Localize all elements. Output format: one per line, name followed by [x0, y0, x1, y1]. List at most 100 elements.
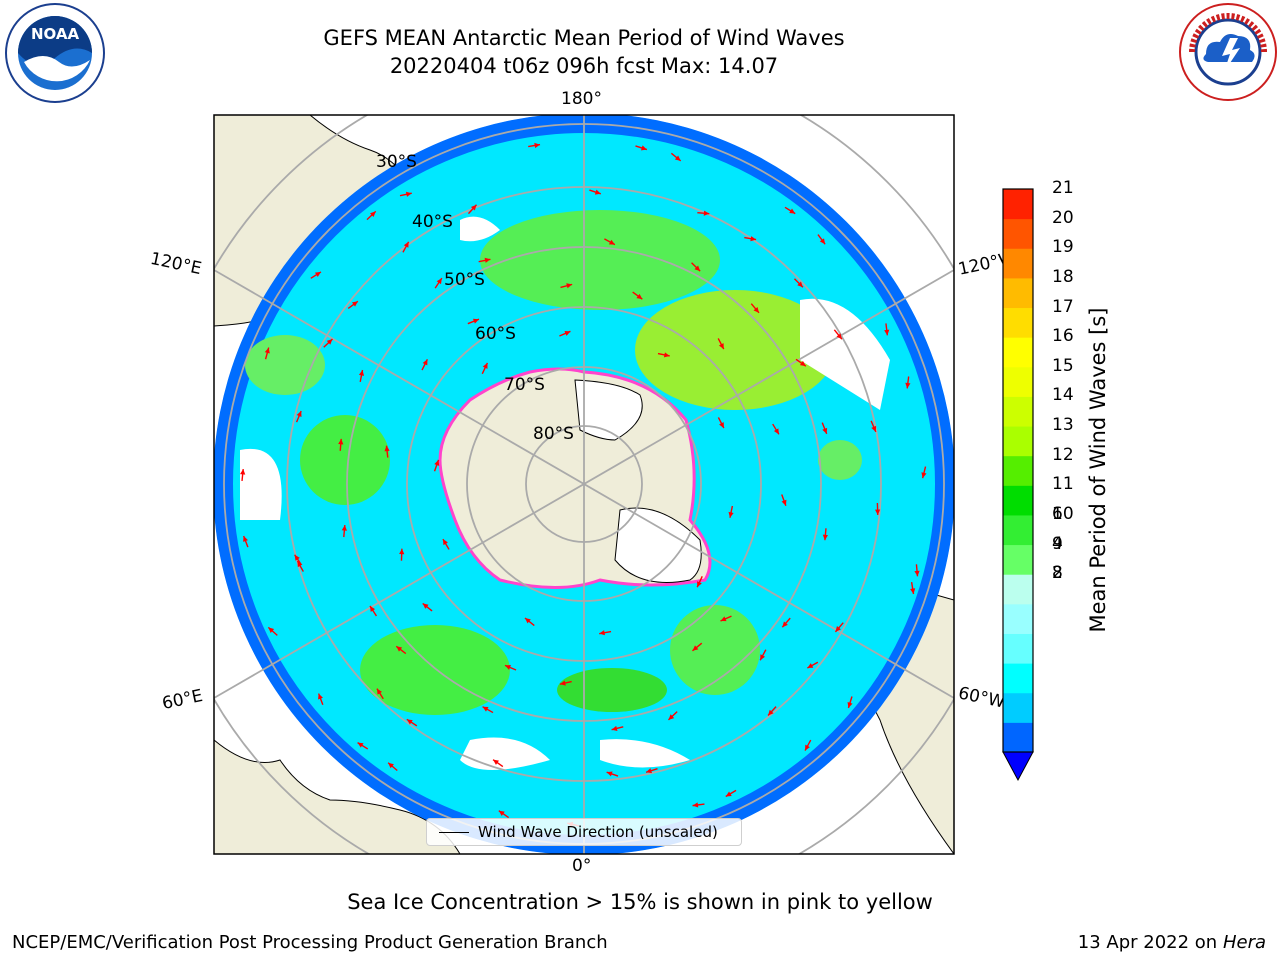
colorbar-bin [1003, 189, 1033, 220]
wave-arrow-head [836, 333, 842, 340]
lat-label-80s: 80°S [533, 424, 574, 444]
wave-arrow-head [318, 693, 323, 700]
wave-arrow-head [663, 352, 670, 358]
colorbar-tick-label: 14 [1052, 385, 1074, 406]
wave-arrow-head [406, 719, 413, 725]
wave-arrow-head [884, 329, 890, 336]
wave-arrow-head [384, 445, 390, 452]
footer-host: Hera [1222, 932, 1266, 953]
wave-arrow-head [725, 791, 732, 797]
legend-line [439, 832, 469, 833]
colorbar-tick-label: 10 [1052, 503, 1074, 524]
colorbar-bin [1003, 722, 1033, 753]
colorbar-bin [1003, 692, 1033, 723]
lat-label-40s: 40°S [412, 212, 453, 232]
colorbar-bin [1003, 455, 1033, 486]
wave-arrow-head [566, 283, 573, 289]
colorbar-tick-label: 4 [1052, 533, 1063, 554]
colorbar-tick-label: 17 [1052, 296, 1074, 317]
colorbar-bin [1003, 603, 1033, 634]
wave-arrow-head [470, 204, 477, 211]
wind-wave-arrows [240, 142, 927, 828]
wave-arrow-head [608, 239, 615, 245]
colorbar-tick-label: 8 [1052, 563, 1063, 584]
wave-arrow-head [782, 621, 788, 628]
map-title: GEFS MEAN Antarctic Mean Period of Wind … [323, 26, 845, 50]
wave-arrow-head [294, 554, 300, 561]
wave-arrow-head [498, 810, 505, 816]
colorbar-tick-label: 12 [1052, 444, 1074, 465]
wave-arrow-head [314, 271, 321, 278]
wave-arrow-head [905, 382, 911, 389]
wave-arrow-head [358, 370, 365, 376]
noaa-logo: NOAA [5, 3, 105, 103]
colorbar-bin [1003, 337, 1033, 368]
wave-arrow-head [599, 630, 605, 636]
wave-arrow-head [493, 759, 499, 765]
colorbar-bin [1003, 426, 1033, 457]
wave-arrow-head [871, 425, 877, 432]
wave-arrow-head [805, 744, 810, 751]
wave-arrow-head [564, 331, 571, 336]
wave-arrow-head [482, 362, 488, 369]
wave-arrow-head [524, 617, 531, 624]
wave-arrow-head [750, 236, 757, 242]
wave-arrow-head [357, 742, 364, 748]
wave-arrow-head [376, 688, 383, 695]
footer-branch: NCEP/EMC/Verification Post Processing Pr… [12, 932, 608, 953]
wave-arrow-head [326, 339, 333, 345]
polar-map [213, 114, 955, 855]
wave-arrow-head [505, 665, 511, 670]
colorbar-bin [1003, 633, 1033, 664]
wave-arrow-head [753, 307, 759, 313]
wave-arrow-head [773, 428, 779, 435]
lon-label-180: 180° [561, 89, 602, 109]
wave-arrow-head [692, 802, 699, 808]
colorbar-tick-label: 20 [1052, 207, 1074, 228]
colorbar-tick-label: 9 [1052, 533, 1063, 554]
wave-arrow-head [694, 265, 701, 272]
wave-arrow-head [559, 680, 566, 686]
wave-arrow-head [835, 626, 841, 632]
lat-label-30s: 30°S [376, 152, 417, 172]
lat-label-70s: 70°S [504, 375, 545, 395]
lat-label-50s: 50°S [444, 270, 485, 290]
wave-arrow-head [594, 189, 601, 195]
colorbar-tick-label: 13 [1052, 415, 1074, 436]
map-legend: Wind Wave Direction (unscaled) [426, 818, 742, 846]
legend-label: Wind Wave Direction (unscaled) [478, 823, 718, 841]
colorbar-bin [1003, 514, 1033, 546]
colorbar-bin [1003, 663, 1033, 694]
colorbar-bin [1003, 485, 1033, 516]
sea-ice-note: Sea Ice Concentration > 15% is shown in … [347, 890, 933, 914]
wave-arrow-head [822, 427, 828, 434]
wave-arrow-head [760, 654, 766, 661]
wave-arrow-head [668, 714, 675, 720]
colorbar-tick-label: 6 [1052, 503, 1063, 524]
colorbar-bin [1003, 544, 1033, 575]
wave-arrow-head [640, 145, 647, 151]
colorbar-tick-label: 11 [1052, 474, 1074, 495]
wave-arrow-head [484, 257, 491, 263]
wave-arrow-head [243, 535, 248, 542]
wave-arrow-head [399, 548, 405, 555]
wave-arrow-head [719, 422, 724, 429]
map-frame [213, 114, 955, 855]
wave-arrow-head [728, 511, 734, 518]
wave-arrow-head [338, 438, 344, 445]
wave-arrow-head [534, 142, 541, 149]
colorbar-tick-label: 18 [1052, 266, 1074, 287]
colorbar [1002, 188, 1034, 782]
wave-arrow-head [768, 709, 774, 716]
wave-arrow-head [436, 278, 442, 285]
wave-arrow-head [807, 663, 814, 669]
wave-arrow-head [434, 459, 440, 466]
lon-label-60w: 60°W [956, 683, 1007, 713]
wave-arrow-head [874, 509, 881, 515]
wave-arrow-head [822, 534, 828, 541]
wave-arrow-head [442, 539, 448, 546]
wave-arrow-head [482, 706, 489, 712]
lat-label-60s: 60°S [475, 324, 516, 344]
wave-arrow-head [369, 211, 376, 218]
wave-arrow-head [422, 603, 429, 609]
